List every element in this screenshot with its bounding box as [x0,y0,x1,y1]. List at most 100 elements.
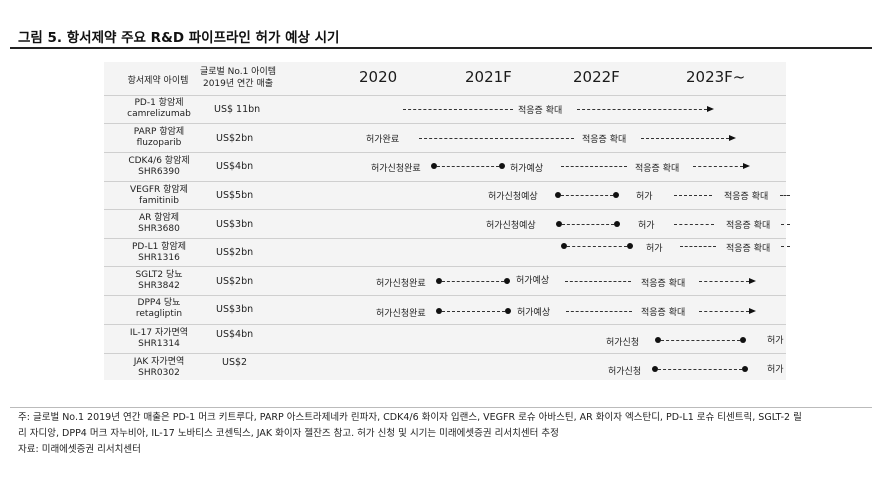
milestone-dot [499,163,505,169]
item-code: SHR3842 [138,281,180,291]
item-sales: US$2 [222,357,248,368]
table-row-item: PD-L1 항암제 SHR1316 [110,242,208,264]
source-note: 자료: 미래에셋증권 리서치센터 [18,444,141,455]
item-code: camrelizumab [127,109,191,119]
item-name: IL-17 자가면역 [129,328,189,338]
timeline-dash [442,311,505,312]
pipeline-table-panel [104,62,786,380]
year-2022f: 2022F [573,68,620,86]
table-row-item: IL-17 자가면역 SHR1314 [110,328,208,350]
milestone-dot [436,308,442,314]
timeline-dash [674,224,714,225]
table-row-item: SGLT2 당뇨 SHR3842 [110,270,208,292]
item-name: PD-1 항암제 [134,98,184,108]
row-divider [104,324,786,325]
milestone-dot [613,192,619,198]
row-divider [104,353,786,354]
row-divider [104,123,786,124]
item-sales: US$4bn [216,329,254,340]
item-sales: US$ 11bn [214,104,261,115]
item-name: DPP4 당뇨 [137,298,181,308]
year-2021f: 2021F [465,68,512,86]
arrow-head [729,135,736,141]
label-indication-expansion: 적응증 확대 [641,308,686,318]
timeline-dash [403,109,513,110]
arrow-head [707,106,714,112]
label-approval-expected: 허가예상 [510,164,544,174]
label-indication-expansion: 적응증 확대 [635,164,680,174]
label-approval: 허가 [646,244,663,254]
row-divider [104,238,786,239]
table-row-item: PARP 항암제 fluzoparib [110,127,208,149]
header-sales-line2: 2019년 연간 매출 [202,79,274,89]
item-sales: US$5bn [216,190,254,201]
timeline-dash [780,195,790,196]
figure-title: 그림 5. 항서제약 주요 R&D 파이프라인 허가 예상 시기 [18,30,340,46]
timeline-dash [674,195,712,196]
item-code: SHR1316 [138,253,180,263]
timeline-dash [566,311,632,312]
item-name: PD-L1 항암제 [131,242,187,252]
item-code: SHR6390 [138,167,180,177]
label-indication-expansion: 적응증 확대 [582,135,627,145]
timeline-dash [693,166,743,167]
item-name: JAK 자가면역 [133,357,185,367]
row-divider [104,181,786,182]
milestone-dot [614,221,620,227]
year-2020: 2020 [359,68,398,86]
label-filing-expected: 허가신청예상 [488,192,538,202]
year-2023f: 2023F~ [686,68,746,86]
table-row-item: JAK 자가면역 SHR0302 [110,357,208,379]
row-divider [104,152,786,153]
timeline-dash [641,138,729,139]
timeline-dash [562,224,614,225]
item-sales: US$4bn [216,161,254,172]
label-approval: 허가 [636,192,653,202]
milestone-dot [742,366,748,372]
item-sales: US$3bn [216,219,254,230]
item-code: fluzoparib [136,138,182,148]
item-sales: US$3bn [216,304,254,315]
timeline-dash [442,281,504,282]
header-sales-line1: 글로벌 No.1 아이템 [199,67,277,77]
label-filing: 허가신청 [608,367,642,377]
label-indication-expansion: 적응증 확대 [641,279,686,289]
item-code: famitinib [139,196,179,206]
timeline-dash [658,369,742,370]
label-indication-expansion: 적응증 확대 [724,192,769,202]
timeline-dash [561,166,627,167]
item-name: CDK4/6 항암제 [128,156,190,166]
timeline-dash [419,138,574,139]
row-divider [104,295,786,296]
item-code: SHR1314 [138,339,180,349]
label-approval-expected: 허가예상 [516,276,550,286]
item-name: VEGFR 항암제 [130,185,188,195]
label-filing-expected: 허가신청예상 [486,221,536,231]
milestone-dot [627,243,633,249]
timeline-dash [567,246,627,247]
timeline-dash [565,281,631,282]
timeline-dash [699,281,749,282]
timeline-dash [437,166,499,167]
milestone-dot [504,278,510,284]
arrow-head [749,278,756,284]
table-row-item: DPP4 당뇨 retagliptin [110,298,208,320]
label-approval: 허가 [638,221,655,231]
item-code: SHR3680 [138,224,180,234]
label-filing-done: 허가신청완료 [376,309,426,319]
timeline-dash [661,340,740,341]
timeline-dash [781,246,790,247]
item-name: PARP 항암제 [133,127,185,137]
title-rule [10,47,872,49]
milestone-dot [555,192,561,198]
table-row-item: CDK4/6 항암제 SHR6390 [110,156,208,178]
footnote-line2: 리 자디앙, DPP4 머크 자누비아, IL-17 노바티스 코센틱스, JA… [18,428,559,439]
timeline-dash [577,109,707,110]
item-sales: US$2bn [216,276,254,287]
item-name: SGLT2 당뇨 [135,270,183,280]
header-item: 항서제약 아이템 [127,76,189,86]
milestone-dot [655,337,661,343]
label-indication-expansion: 적응증 확대 [726,221,771,231]
label-indication-expansion: 적응증 확대 [518,106,563,116]
label-approval: 허가 [767,336,784,346]
